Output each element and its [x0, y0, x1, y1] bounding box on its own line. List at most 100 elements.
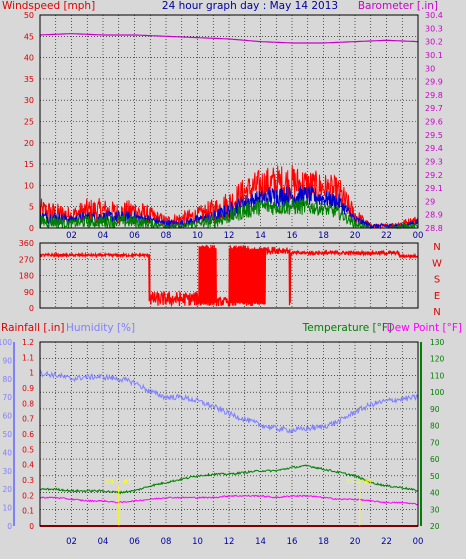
temperature-axis-label: Temperature [°F] — [302, 322, 392, 334]
wind-secondary-series — [39, 198, 419, 230]
humidity-tick-label: 60 — [2, 412, 12, 421]
temperature-tick-label: 90 — [430, 405, 440, 414]
barometer-tick-label: 30 — [425, 64, 435, 73]
x-tick-label: 16 — [287, 231, 298, 241]
windspeed-tick-label: 5 — [29, 203, 34, 212]
barometer-tick-label: 29.3 — [425, 157, 443, 166]
humidity-tick-label: 100 — [0, 338, 12, 347]
temperature-tick-label: 80 — [430, 422, 440, 431]
windspeed-tick-label: 15 — [24, 160, 34, 169]
temperature-tick-label: 20 — [430, 522, 440, 531]
x-tick-label: 20 — [350, 537, 361, 547]
barometer-tick-label: 29 — [425, 197, 435, 206]
temperature-tick-label: 100 — [430, 388, 445, 397]
barometer-tick-label: 30.1 — [425, 51, 443, 60]
direction-tick-label: 180 — [19, 272, 34, 281]
x-tick-label: 10 — [192, 537, 203, 547]
wind-direction-series — [39, 244, 419, 308]
humidity-axis-label: Humidity [%] — [66, 322, 135, 334]
chart-title: 24 hour graph day : May 14 2013 — [162, 0, 338, 12]
x-tick-label: 08 — [161, 537, 172, 547]
axes-layer — [13, 14, 422, 527]
marks-layer — [39, 32, 419, 527]
temperature-tick-label: 50 — [430, 472, 440, 481]
barometer-tick-label: 29.5 — [425, 131, 443, 140]
humidity-tick-label: 40 — [2, 448, 12, 457]
humidity-panel-frame — [39, 341, 419, 527]
temperature-tick-label: 120 — [430, 355, 445, 364]
rainfall-tick-label: 0.5 — [22, 445, 34, 454]
windspeed-tick-label: 30 — [24, 96, 34, 105]
temperature-tick-label: 40 — [430, 489, 440, 498]
rainfall-tick-label: 1.1 — [22, 353, 34, 362]
x-tick-label: 10 — [192, 231, 203, 241]
x-tick-label: 04 — [98, 537, 109, 547]
humidity-tick-label: 50 — [2, 430, 12, 439]
humidity-tick-label: 80 — [2, 375, 12, 384]
x-tick-label: 18 — [318, 537, 329, 547]
windspeed-tick-label: 40 — [24, 54, 34, 63]
x-tick-label: 12 — [224, 537, 235, 547]
barometer-tick-label: 30.4 — [425, 11, 443, 20]
windspeed-tick-label: 0 — [29, 224, 34, 233]
temperature-tick-label: 110 — [430, 371, 445, 380]
rainfall-tick-label: 0.8 — [22, 399, 34, 408]
barometer-tick-label: 29.7 — [425, 104, 443, 113]
direction-tick-label: 360 — [19, 239, 34, 248]
humidity-tick-label: 30 — [2, 467, 12, 476]
x-tick-label: 18 — [318, 231, 329, 241]
x-tick-label: 06 — [129, 231, 140, 241]
compass-label: E — [434, 291, 440, 302]
windspeed-tick-label: 25 — [24, 118, 34, 127]
compass-label: N — [433, 307, 440, 318]
rainfall-tick-label: 1 — [29, 369, 34, 378]
barometer-tick-label: 29.6 — [425, 118, 443, 127]
humidity-series — [39, 369, 419, 434]
humidity-tick-label: 0 — [7, 522, 12, 531]
temperature-tick-label: 30 — [430, 505, 440, 514]
temperature-tick-label: 130 — [430, 338, 445, 347]
compass-label: W — [432, 258, 442, 269]
direction-tick-label: 270 — [19, 255, 34, 264]
rainfall-tick-label: 0.4 — [22, 461, 34, 470]
rainfall-tick-label: 0 — [29, 522, 34, 531]
rainfall-tick-label: 0.1 — [22, 507, 34, 516]
temperature-tick-label: 70 — [430, 438, 440, 447]
x-tick-label: 06 — [129, 537, 140, 547]
barometer-tick-label: 29.1 — [425, 184, 443, 193]
barometer-axis-label: Barometer [.in] — [358, 0, 438, 12]
humidity-tick-label: 20 — [2, 485, 12, 494]
barometer-tick-label: 28.8 — [425, 224, 443, 233]
barometer-tick-label: 29.9 — [425, 78, 443, 87]
windspeed-tick-label: 50 — [24, 11, 34, 20]
humidity-tick-label: 90 — [2, 356, 12, 365]
x-tick-label: 00 — [413, 537, 424, 547]
humidity-tick-label: 10 — [2, 504, 12, 513]
annotation-label: 59.9 #F — [105, 478, 133, 486]
x-tick-label: 04 — [98, 231, 109, 241]
x-tick-label: 22 — [381, 537, 392, 547]
compass-label: N — [433, 242, 440, 253]
temperature-series — [39, 464, 419, 495]
rainfall-tick-label: 0.6 — [22, 430, 34, 439]
x-tick-label: 08 — [161, 231, 172, 241]
windspeed-tick-label: 35 — [24, 75, 34, 84]
x-tick-label: 14 — [255, 231, 266, 241]
barometer-tick-label: 29.8 — [425, 91, 443, 100]
rainfall-tick-label: 0.9 — [22, 384, 34, 393]
annotation-label: 59.2 #F — [346, 478, 374, 486]
barometer-tick-label: 28.9 — [425, 211, 443, 220]
x-tick-label: 12 — [224, 231, 235, 241]
text-layer: 24 hour graph day : May 14 2013 Windspee… — [0, 0, 462, 547]
dewpoint-axis-label: Dew Point [°F] — [387, 322, 462, 334]
x-tick-label: 02 — [66, 231, 77, 241]
direction-tick-label: 0 — [29, 304, 34, 313]
compass-label: S — [434, 275, 440, 286]
x-tick-label: 14 — [255, 537, 266, 547]
barometer-tick-label: 30.2 — [425, 38, 443, 47]
x-tick-label: 02 — [66, 537, 77, 547]
x-tick-label: 16 — [287, 537, 298, 547]
rainfall-tick-label: 0.7 — [22, 415, 34, 424]
